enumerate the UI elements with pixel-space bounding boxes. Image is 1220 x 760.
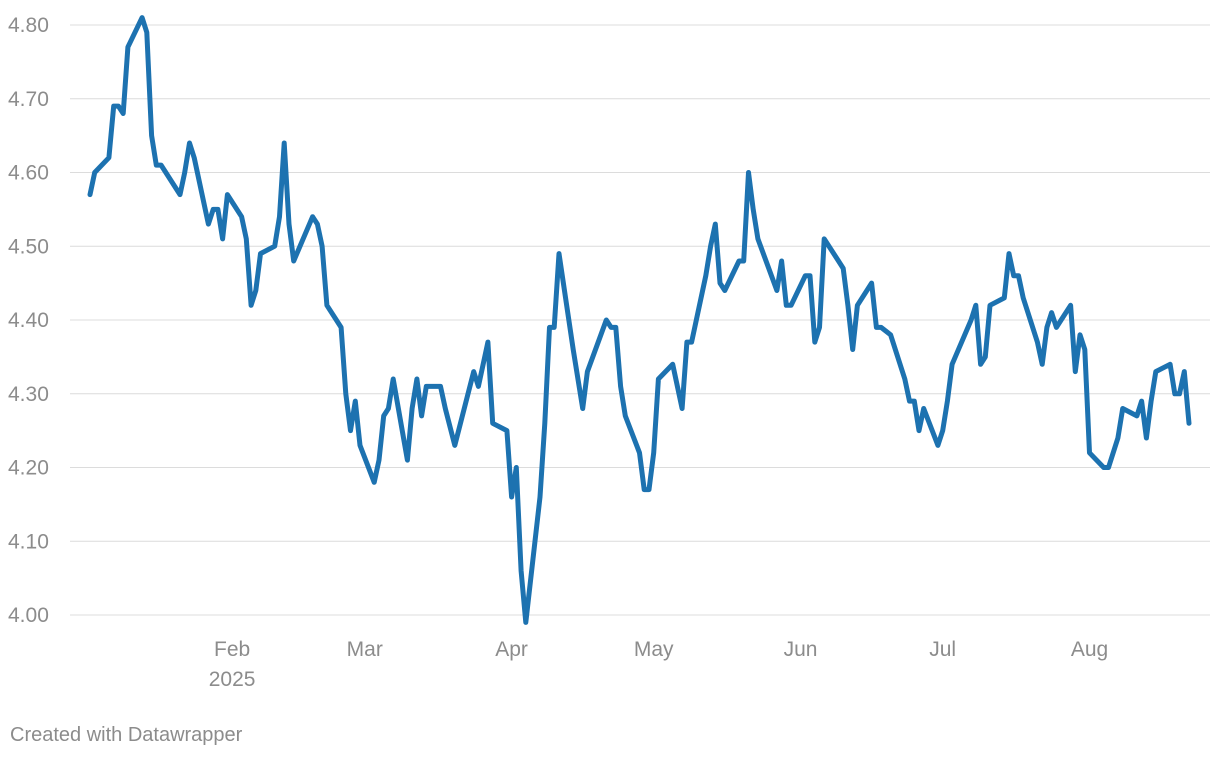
x-tick-label-apr: Apr: [495, 638, 528, 661]
y-tick-label: 4.10: [8, 530, 49, 553]
x-tick-year-label: 2025: [209, 668, 256, 691]
x-tick-label-may: May: [634, 638, 674, 661]
series-line-0: [87, 15, 1192, 625]
x-tick-label-mar: Mar: [347, 638, 383, 661]
y-tick-label: 4.20: [8, 457, 49, 480]
datawrapper-credit: Created with Datawrapper: [10, 724, 243, 746]
y-tick-label: 4.50: [8, 235, 49, 258]
y-axis: 4.00 4.10 4.20 4.30 4.40 4.50 4.60 4.70 4.80: [8, 14, 49, 627]
y-tick-label: 4.80: [8, 14, 49, 37]
plot-area: [87, 15, 1192, 625]
x-tick-label-feb: Feb: [214, 638, 250, 661]
x-tick-label-aug: Aug: [1071, 638, 1108, 661]
x-axis: Feb 2025 Mar Apr May Jun Jul Aug: [209, 638, 1108, 691]
x-tick-label-jun: Jun: [784, 638, 818, 661]
y-tick-label: 4.00: [8, 604, 49, 627]
y-tick-label: 4.60: [8, 162, 49, 185]
y-tick-label: 4.30: [8, 383, 49, 406]
gridlines: [70, 24, 1210, 616]
y-tick-label: 4.70: [8, 88, 49, 111]
y-tick-label: 4.40: [8, 309, 49, 332]
x-tick-label-jul: Jul: [929, 638, 956, 661]
